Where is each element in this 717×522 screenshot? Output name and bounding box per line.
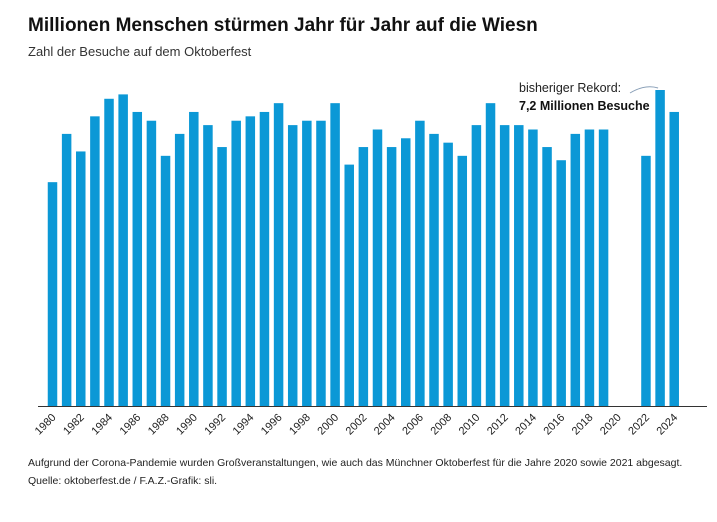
annotation-line2: 7,2 Millionen Besuche bbox=[519, 99, 650, 113]
bar-1981 bbox=[61, 133, 72, 406]
x-tick-label: 2004 bbox=[372, 412, 398, 438]
x-tick-label: 1986 bbox=[118, 412, 144, 438]
x-tick-label: 2022 bbox=[626, 412, 652, 438]
bar-1986 bbox=[132, 111, 143, 406]
footnote: Aufgrund der Corona-Pandemie wurden Groß… bbox=[28, 457, 683, 469]
bar-2008 bbox=[443, 142, 453, 406]
bar-1995 bbox=[259, 111, 270, 406]
bar-1988 bbox=[160, 155, 171, 406]
x-tick-label: 2014 bbox=[513, 412, 539, 438]
x-tick-label: 2006 bbox=[400, 412, 426, 438]
bar-2009 bbox=[457, 155, 468, 406]
bar-2016 bbox=[556, 160, 566, 406]
annotation-connector bbox=[629, 86, 659, 94]
x-tick-label: 1984 bbox=[89, 412, 115, 438]
x-tick-label: 1998 bbox=[287, 412, 313, 438]
x-tick-label: 2016 bbox=[542, 412, 568, 438]
x-tick-label: 2020 bbox=[598, 412, 624, 438]
bar-2003 bbox=[372, 129, 383, 406]
bar-2013 bbox=[514, 125, 524, 406]
bar-1989 bbox=[174, 133, 185, 406]
x-tick-label: 1990 bbox=[174, 412, 200, 438]
bar-1990 bbox=[189, 111, 199, 406]
bar-2017 bbox=[570, 133, 581, 406]
bar-2019 bbox=[598, 129, 609, 406]
x-tick-label: 1982 bbox=[61, 412, 87, 438]
bar-2011 bbox=[485, 103, 496, 407]
bar-2006 bbox=[415, 120, 425, 406]
x-tick-label: 2000 bbox=[315, 412, 341, 438]
annotation-line1: bisheriger Rekord: bbox=[519, 81, 621, 95]
bar-2015 bbox=[542, 147, 552, 407]
bar-2023 bbox=[655, 90, 665, 406]
bar-1983 bbox=[90, 116, 100, 406]
chart-title: Millionen Menschen stürmen Jahr für Jahr… bbox=[28, 15, 538, 36]
bar-1993 bbox=[231, 120, 241, 406]
x-tick-label: 2024 bbox=[655, 412, 681, 438]
bar-1994 bbox=[245, 116, 256, 406]
bar-1992 bbox=[217, 147, 227, 407]
bar-1997 bbox=[287, 125, 298, 406]
bar-2007 bbox=[429, 133, 439, 406]
bar-1996 bbox=[273, 103, 284, 407]
bar-1991 bbox=[203, 125, 213, 406]
bar-2014 bbox=[528, 129, 538, 406]
bar-1998 bbox=[302, 120, 312, 406]
bar-2024 bbox=[669, 111, 679, 406]
bar-2002 bbox=[358, 147, 369, 407]
bar-1984 bbox=[104, 98, 114, 407]
bar-2000 bbox=[330, 103, 340, 407]
bar-2004 bbox=[386, 147, 397, 407]
bar-1982 bbox=[76, 151, 86, 406]
x-tick-label: 2018 bbox=[570, 412, 596, 438]
x-tick-label: 2002 bbox=[344, 412, 370, 438]
x-tick-label: 1988 bbox=[146, 412, 172, 438]
x-tick-label: 1994 bbox=[231, 412, 257, 438]
x-tick-label: 2008 bbox=[428, 412, 454, 438]
x-tick-label: 2012 bbox=[485, 412, 511, 438]
bar-2005 bbox=[401, 138, 411, 406]
chart-subtitle: Zahl der Besuche auf dem Oktoberfest bbox=[28, 44, 252, 59]
bar-2001 bbox=[344, 164, 354, 406]
bar-1999 bbox=[316, 120, 326, 406]
bar-2012 bbox=[499, 125, 510, 406]
bar-2018 bbox=[584, 129, 595, 406]
bar-2022 bbox=[641, 155, 651, 406]
bar-1980 bbox=[47, 182, 58, 406]
x-tick-label: 1992 bbox=[202, 412, 228, 438]
source-note: Quelle: oktoberfest.de / F.A.Z.-Grafik: … bbox=[28, 475, 218, 487]
x-tick-label: 1996 bbox=[259, 412, 285, 438]
bar-2010 bbox=[471, 125, 482, 406]
bar-chart: 1980 1982 1984 1986 1988 1990 1992 1994 1996 1998… bbox=[33, 81, 707, 438]
bar-1985 bbox=[118, 94, 128, 406]
bar-1987 bbox=[146, 120, 157, 406]
x-tick-label: 2010 bbox=[457, 412, 483, 438]
x-tick-label: 1980 bbox=[33, 412, 59, 438]
